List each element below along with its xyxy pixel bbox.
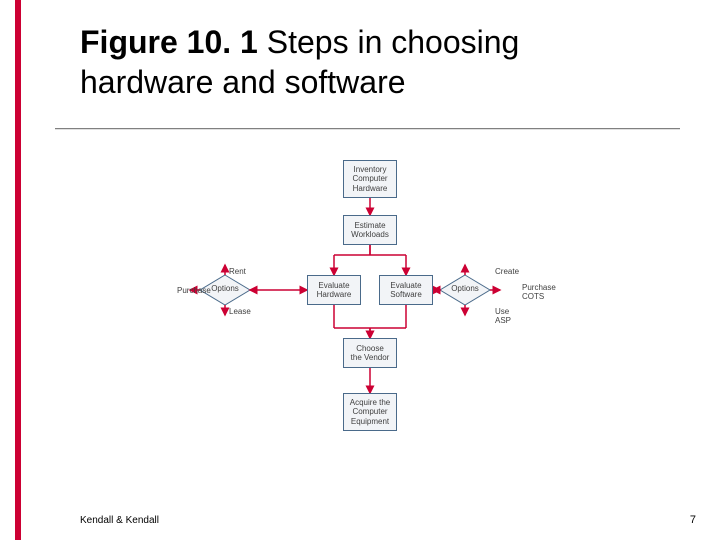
flowchart-box-acquire: Acquire theComputerEquipment	[343, 393, 397, 431]
flowchart-label-rent: Rent	[229, 268, 246, 277]
slide-accent-bar	[15, 0, 21, 540]
flowchart-box-vendor: Choosethe Vendor	[343, 338, 397, 368]
footer-page-number: 7	[690, 514, 696, 526]
flowchart-box-workloads: EstimateWorkloads	[343, 215, 397, 245]
flowchart-label-lease: Lease	[229, 308, 251, 317]
flowchart-label-purchase: Purchase	[177, 287, 211, 296]
flowchart-label-create: Create	[495, 268, 519, 277]
flowchart-box-eval_sw: EvaluateSoftware	[379, 275, 433, 305]
page-title: Figure 10. 1 Steps in choosing hardware …	[80, 22, 660, 102]
flowchart: InventoryComputerHardware EstimateWorkloa…	[155, 160, 585, 480]
figure-number: Figure 10. 1	[80, 24, 258, 60]
flowchart-label-pcots: PurchaseCOTS	[522, 284, 556, 302]
flowchart-box-eval_hw: EvaluateHardware	[307, 275, 361, 305]
flowchart-box-inventory: InventoryComputerHardware	[343, 160, 397, 198]
flowchart-label-useasp: UseASP	[495, 308, 511, 326]
footer-author: Kendall & Kendall	[80, 515, 159, 526]
title-rule-shadow	[55, 129, 680, 130]
flowchart-diamond-label-options_r: Options	[440, 285, 490, 294]
flowchart-arrows	[155, 160, 585, 480]
